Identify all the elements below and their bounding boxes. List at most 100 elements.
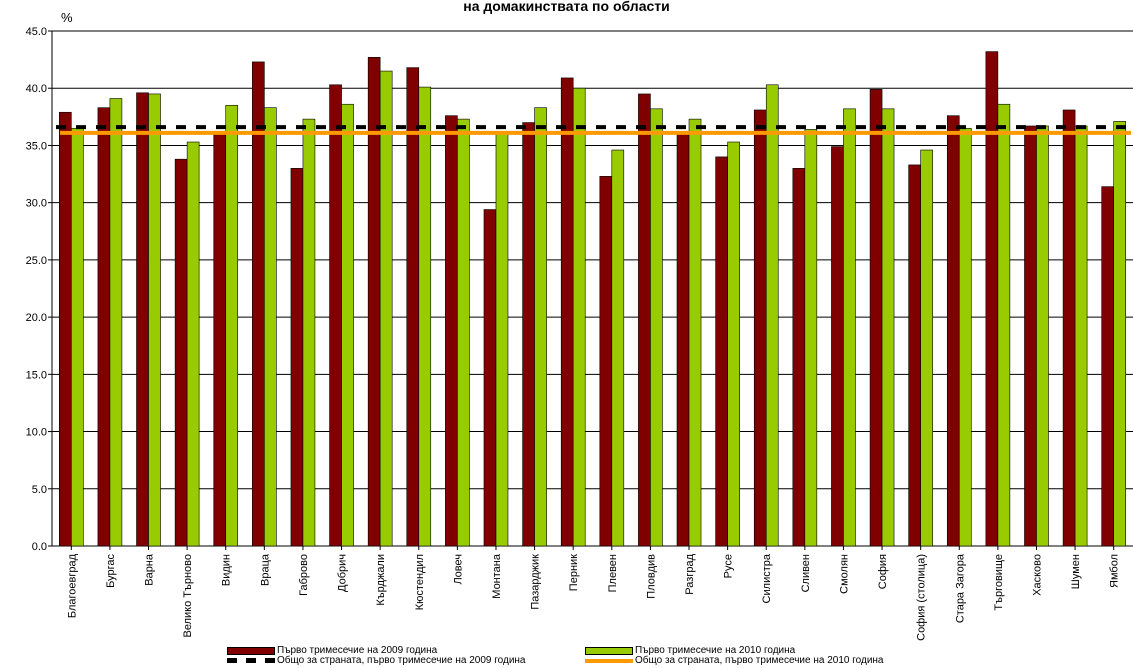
x-tick-label: Търговище [993, 554, 1005, 611]
x-tick-label: Хасково [1031, 554, 1043, 596]
x-tick-label: Бургас [105, 554, 117, 588]
bar-series1-19 [793, 168, 805, 546]
x-axis: Благоевград Бургас Варна Велико Търново Види… [66, 553, 1120, 641]
bar-series1-0 [59, 112, 71, 546]
bar-series1-20 [831, 147, 843, 546]
bar-series2-10 [457, 119, 469, 546]
bar-series2-0 [71, 128, 83, 546]
legend-item-total-2009: Общо за страната, първо тримесечие на 20… [227, 655, 526, 666]
y-tick-label: 35.0 [26, 140, 47, 152]
bar-series2-17 [728, 142, 740, 546]
x-tick-label: Русе [723, 554, 735, 578]
x-tick-label: Стара Загора [954, 553, 966, 623]
x-tick-label: Кърджали [375, 554, 387, 606]
x-tick-label: Варна [144, 553, 156, 586]
x-tick-label: Ловеч [452, 554, 464, 585]
x-tick-label: Габрово [298, 554, 310, 596]
bar-series2-20 [843, 109, 855, 546]
x-tick-label: Кюстендил [414, 554, 426, 610]
x-tick-label: Силистра [761, 553, 773, 603]
bar-series2-12 [535, 108, 547, 546]
bar-series1-8 [368, 57, 380, 546]
legend-swatch-total-2010 [585, 659, 633, 663]
x-tick-label: Монтана [491, 553, 503, 599]
x-tick-label: София (столица) [916, 554, 928, 641]
bar-series1-17 [716, 157, 728, 546]
y-tick-label: 0.0 [32, 541, 47, 553]
x-tick-label: Разград [684, 553, 696, 594]
x-tick-label: Добрич [337, 554, 349, 592]
legend-label-total-2010: Общо за страната, първо тримесечие на 20… [635, 655, 884, 666]
x-tick-label: Плевен [607, 554, 619, 592]
x-tick-label: Перник [568, 554, 580, 591]
bar-series2-26 [1075, 126, 1087, 546]
bar-series1-13 [561, 78, 573, 546]
bar-series2-27 [1114, 121, 1126, 546]
legend-label-total-2009: Общо за страната, първо тримесечие на 20… [277, 655, 526, 666]
bar-series2-7 [342, 104, 354, 546]
bar-series2-6 [303, 119, 315, 546]
bar-series1-14 [600, 176, 612, 546]
x-tick-label: Пазарджик [530, 554, 542, 610]
y-tick-label: 10.0 [26, 427, 47, 439]
bar-series2-18 [766, 85, 778, 546]
bar-series1-21 [870, 89, 882, 546]
x-tick-label: Ямбол [1109, 554, 1121, 588]
bar-series1-3 [175, 159, 187, 546]
y-tick-label: 20.0 [26, 312, 47, 324]
bar-series2-11 [496, 134, 508, 546]
x-tick-label: Велико Търново [182, 554, 194, 638]
bar-series2-15 [650, 109, 662, 546]
bar-series1-22 [909, 165, 921, 546]
bar-series1-4 [214, 133, 226, 546]
bar-series2-14 [612, 150, 624, 546]
legend-item-total-2010: Общо за страната, първо тримесечие на 20… [585, 655, 884, 666]
x-tick-label: Благоевград [66, 553, 78, 618]
bar-series2-5 [264, 108, 276, 546]
bar-series2-16 [689, 119, 701, 546]
x-tick-label: Враца [259, 553, 271, 586]
y-tick-label: 30.0 [26, 198, 47, 210]
y-axis: 0.0 5.0 10.0 15.0 20.0 25.0 30.0 35.0 40.0 45.0 [26, 26, 52, 553]
bar-series1-2 [137, 93, 149, 546]
bar-series2-8 [380, 71, 392, 546]
bar-series1-27 [1102, 187, 1114, 546]
bar-series2-1 [110, 99, 122, 546]
y-tick-label: 45.0 [26, 26, 47, 38]
bar-series2-23 [959, 128, 971, 546]
bar-series1-6 [291, 168, 303, 546]
y-tick-label: 15.0 [26, 369, 47, 381]
bar-series1-25 [1024, 126, 1036, 546]
bar-series2-2 [149, 94, 161, 546]
legend-swatch-total-2009 [227, 658, 275, 663]
bar-series2-9 [419, 87, 431, 546]
x-tick-label: Видин [221, 554, 233, 586]
bar-series2-4 [226, 105, 238, 546]
bar-series2-22 [921, 150, 933, 546]
x-tick-label: Смолян [838, 554, 850, 594]
x-tick-label: София [877, 554, 889, 589]
bar-series2-19 [805, 129, 817, 546]
bar-series2-21 [882, 109, 894, 546]
x-tick-label: Шумен [1070, 554, 1082, 589]
bar-series2-3 [187, 142, 199, 546]
y-tick-label: 40.0 [26, 83, 47, 95]
bar-series2-24 [998, 104, 1010, 546]
bar-series1-26 [1063, 110, 1075, 546]
bar-series1-9 [407, 68, 419, 546]
bar-series1-12 [523, 123, 535, 546]
legend-swatch-2010 [585, 647, 633, 655]
bar-series1-18 [754, 110, 766, 546]
bar-series1-23 [947, 116, 959, 546]
y-tick-label: 5.0 [32, 484, 47, 496]
bar-series1-1 [98, 108, 110, 546]
y-tick-label: 25.0 [26, 255, 47, 267]
legend-swatch-2009 [227, 647, 275, 655]
bar-series1-11 [484, 210, 496, 546]
bar-series1-7 [330, 85, 342, 546]
x-tick-label: Пловдив [645, 554, 657, 599]
x-tick-label: Сливен [800, 554, 812, 592]
bar-series1-10 [445, 116, 457, 546]
bar-series2-13 [573, 88, 585, 546]
